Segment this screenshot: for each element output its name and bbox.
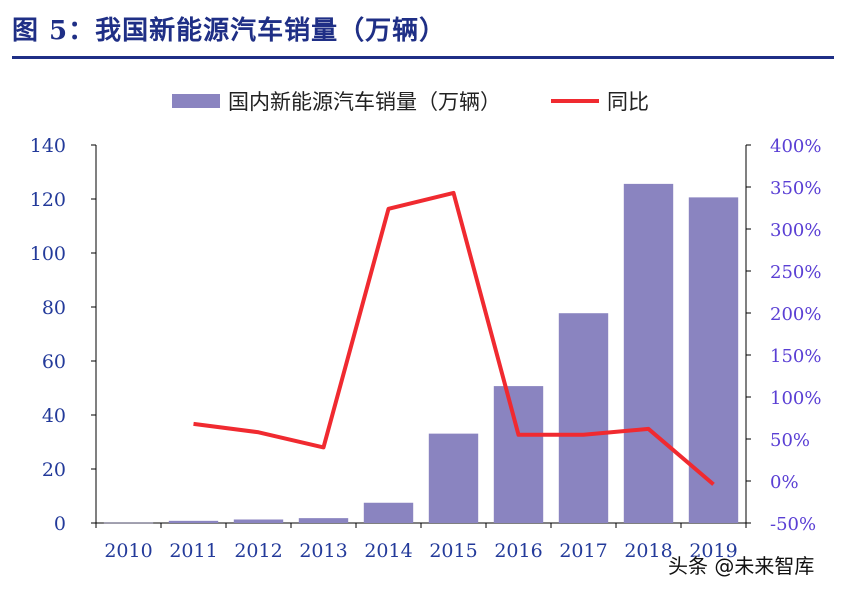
x-tick-label: 2014 [364,540,412,562]
title-rule [12,56,834,59]
bar-2015 [428,433,479,523]
x-tick-label: 2015 [429,540,477,562]
bar-2011 [168,520,219,523]
legend-line-label: 同比 [607,90,649,114]
legend-line-swatch [551,99,599,103]
x-tick-label: 2018 [624,540,672,562]
x-tick-label: 2012 [234,540,282,562]
y-right-tick-label: 100% [770,388,821,409]
y-left-tick-label: 120 [30,189,66,211]
bar-2010 [103,522,154,524]
y-left-tick-label: 60 [42,351,66,373]
y-right-tick-label: 50% [770,430,810,451]
bar-2019 [688,197,739,523]
y-left-tick-label: 40 [42,405,66,427]
x-tick-label: 2019 [689,540,737,562]
y-right-tick-label: 250% [770,262,821,283]
x-tick-label: 2011 [169,540,217,562]
legend-bar-label: 国内新能源汽车销量（万辆） [228,90,501,114]
bar-2013 [298,518,349,523]
y-right-tick-label: 400% [770,136,821,157]
bar-2016 [493,386,544,523]
y-left-tick-label: 140 [30,135,66,157]
bar-2018 [623,183,674,523]
x-tick-label: 2010 [104,540,152,562]
y-right-tick-label: 350% [770,178,821,199]
bar-2012 [233,519,284,523]
y-right-tick-label: 200% [770,304,821,325]
yoy-growth-line [193,190,715,486]
legend-bar-swatch [172,94,220,108]
x-tick-label: 2017 [559,540,607,562]
y-left-tick-label: 100 [30,243,66,265]
bar-2014 [363,502,414,523]
y-left-tick-label: 80 [42,297,66,319]
x-tick-label: 2013 [299,540,347,562]
y-left-tick-label: 0 [54,513,66,535]
y-right-tick-label: 0% [770,472,799,493]
bar-2017 [558,313,609,523]
y-right-tick-label: 300% [770,220,821,241]
x-tick-label: 2016 [494,540,542,562]
y-right-tick-label: 150% [770,346,821,367]
y-right-tick-label: -50% [770,514,816,535]
legend: 国内新能源汽车销量（万辆） 同比 [172,86,649,116]
watermark: 头条 @未来智库 [668,554,815,578]
y-left-tick-label: 20 [42,459,66,481]
page-title: 图 5：我国新能源汽车销量（万辆） [12,16,447,46]
